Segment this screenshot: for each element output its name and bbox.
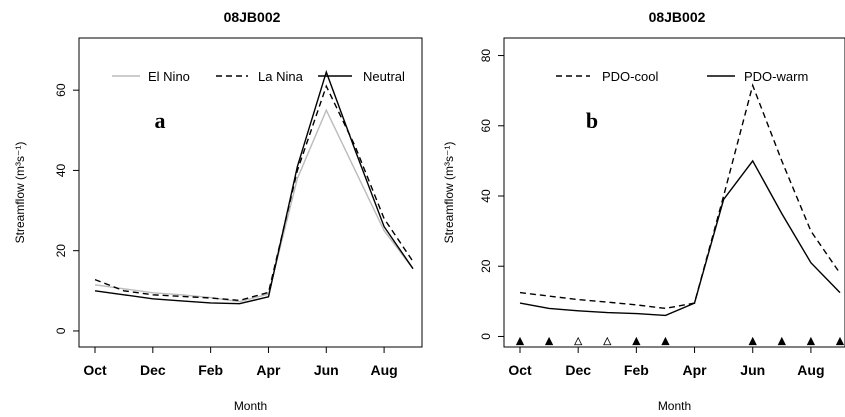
series-line-neutral — [94, 69, 414, 305]
y-tick-label: 60 — [54, 83, 68, 97]
y-tick-label: 40 — [54, 163, 68, 177]
legend-label: PDO-warm — [744, 69, 808, 84]
x-axis-label: Month — [658, 399, 691, 413]
panel-label: b — [586, 108, 598, 133]
x-tick-label: Aug — [797, 362, 824, 378]
significance-marker-jul — [777, 336, 786, 346]
x-tick-label: Dec — [140, 362, 166, 378]
significance-marker-jun — [748, 336, 757, 346]
x-tick-label: Jun — [740, 362, 765, 378]
legend-label: El Nino — [148, 69, 190, 84]
legend-label: PDO-cool — [602, 69, 658, 84]
series-line-pdo-cool — [519, 83, 841, 310]
x-tick-label: Oct — [83, 362, 107, 378]
chart-title: 08JB002 — [649, 9, 706, 25]
chart-title: 08JB002 — [224, 9, 281, 25]
series-line-la-nina — [94, 84, 414, 302]
y-axis-label: Streamflow (m³s⁻¹) — [13, 142, 27, 244]
significance-marker-mar — [661, 336, 670, 346]
significance-marker-oct — [515, 336, 525, 346]
panel-label: a — [155, 108, 166, 133]
x-tick-label: Apr — [256, 362, 281, 378]
significance-marker-sep — [835, 336, 845, 346]
x-tick-label: Dec — [565, 362, 591, 378]
plot-area: El Nino La Nina Neutral — [94, 69, 414, 305]
x-axis-label: Month — [234, 399, 267, 413]
panel-b: 08JB002 0 20 40 60 80 Oct Dec Feb Apr Jun Aug Month S… — [442, 9, 845, 413]
significance-marker-dec — [574, 336, 583, 346]
y-axis-label: Streamflow (m³s⁻¹) — [442, 142, 456, 244]
legend-label: Neutral — [363, 69, 405, 84]
x-tick-label: Oct — [508, 362, 532, 378]
significance-marker-aug — [806, 336, 816, 346]
plot-frame — [78, 37, 423, 348]
legend-label: La Nina — [258, 69, 304, 84]
series-line-el-nino — [94, 108, 414, 303]
significance-marker-nov — [544, 336, 554, 346]
series-line-pdo-warm — [519, 159, 841, 317]
x-tick-label: Aug — [370, 362, 397, 378]
y-tick-label: 40 — [479, 189, 493, 203]
y-tick-label: 20 — [54, 244, 68, 258]
y-tick-label: 0 — [479, 333, 493, 340]
y-tick-label: 20 — [479, 259, 493, 273]
plot-frame — [503, 37, 845, 348]
significance-marker-jan — [603, 336, 612, 346]
y-tick-label: 0 — [54, 327, 68, 334]
significance-marker-feb — [632, 336, 641, 346]
y-tick-label: 60 — [479, 119, 493, 133]
x-tick-label: Apr — [682, 362, 707, 378]
x-tick-label: Feb — [198, 362, 223, 378]
x-tick-label: Feb — [624, 362, 649, 378]
y-tick-label: 80 — [479, 49, 493, 63]
plot-area: PDO-cool PDO-warm — [515, 69, 845, 346]
panel-a: 08JB002 0 20 40 60 Oct Dec Feb Apr Jun Aug Month Str… — [13, 9, 423, 413]
x-tick-label: Jun — [314, 362, 339, 378]
